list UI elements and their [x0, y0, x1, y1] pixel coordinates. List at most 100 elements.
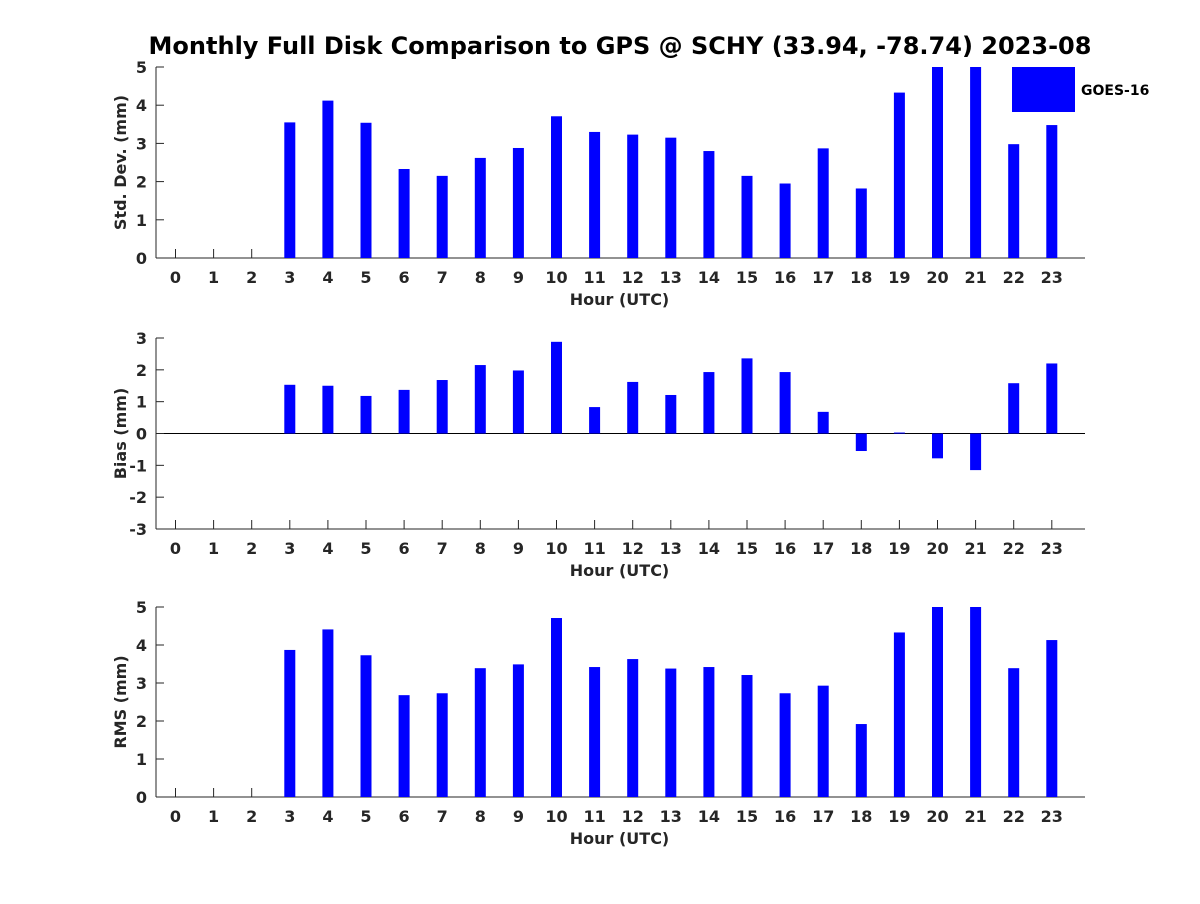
y-tick-label: -3	[129, 520, 147, 539]
bar-hour-13	[665, 668, 677, 797]
x-tick-label: 18	[850, 807, 872, 826]
bar-hour-12	[627, 134, 639, 258]
x-tick-label: 13	[660, 268, 682, 287]
x-tick-label: 6	[399, 268, 410, 287]
bar-hour-12	[627, 659, 639, 797]
bar-hour-19	[893, 632, 905, 797]
x-tick-label: 22	[1003, 268, 1025, 287]
bar-hour-3	[284, 649, 296, 797]
bar-hour-16	[779, 372, 791, 434]
legend: GOES-16	[1012, 67, 1149, 112]
bar-hour-20	[932, 607, 943, 797]
x-tick-label: 17	[812, 268, 834, 287]
y-tick-label: 1	[136, 393, 147, 412]
bar-hour-23	[1046, 640, 1058, 797]
bar-hour-13	[665, 137, 677, 258]
x-tick-label: 0	[170, 807, 181, 826]
x-tick-label: 3	[284, 268, 295, 287]
x-tick-label: 14	[698, 268, 720, 287]
x-tick-label: 10	[545, 268, 567, 287]
y-tick-label: 4	[136, 96, 147, 115]
bar-hour-22	[1008, 383, 1020, 434]
x-tick-label: 13	[660, 807, 682, 826]
x-tick-label: 17	[812, 539, 834, 558]
x-tick-label: 10	[545, 807, 567, 826]
bar-hour-15	[741, 358, 753, 434]
bar-hour-11	[589, 667, 601, 797]
y-tick-label: 5	[136, 598, 147, 617]
x-tick-label: 11	[583, 807, 605, 826]
x-tick-label: 4	[322, 268, 333, 287]
x-tick-label: 21	[964, 539, 986, 558]
x-tick-label: 21	[964, 807, 986, 826]
x-tick-label: 19	[888, 807, 910, 826]
bar-hour-9	[512, 370, 524, 434]
y-tick-label: 1	[136, 211, 147, 230]
bar-hour-10	[551, 116, 562, 258]
bar-hour-21	[970, 67, 982, 258]
x-tick-label: 22	[1003, 807, 1025, 826]
bar-hour-22	[1008, 668, 1020, 797]
y-tick-label: 0	[136, 249, 147, 268]
bar-hour-4	[322, 385, 334, 434]
bar-hour-23	[1046, 363, 1058, 434]
x-tick-label: 4	[322, 539, 333, 558]
bar-hour-17	[817, 148, 829, 258]
x-tick-label: 5	[360, 807, 371, 826]
bar-hour-18	[855, 433, 867, 452]
bar-hour-15	[741, 675, 753, 797]
y-axis-label: Bias (mm)	[111, 388, 130, 480]
x-tick-label: 16	[774, 539, 796, 558]
x-tick-label: 8	[475, 268, 486, 287]
bar-hour-9	[512, 664, 524, 797]
bar-hour-17	[817, 411, 829, 434]
y-tick-label: 2	[136, 361, 147, 380]
x-tick-label: 3	[284, 807, 295, 826]
bar-hour-20	[932, 67, 943, 258]
bar-hour-7	[436, 175, 448, 258]
x-tick-label: 12	[622, 807, 644, 826]
x-tick-label: 20	[926, 268, 948, 287]
x-tick-label: 1	[208, 539, 219, 558]
y-tick-label: 2	[136, 173, 147, 192]
x-tick-label: 7	[437, 268, 448, 287]
bar-hour-14	[703, 667, 715, 797]
x-tick-label: 10	[545, 539, 567, 558]
x-tick-label: 13	[660, 539, 682, 558]
bar-hour-8	[474, 157, 486, 258]
x-tick-label: 11	[583, 268, 605, 287]
legend-label: GOES-16	[1081, 83, 1149, 99]
x-tick-label: 23	[1041, 539, 1063, 558]
bar-hour-19	[893, 92, 905, 259]
bar-hour-6	[398, 389, 410, 434]
x-tick-label: 0	[170, 268, 181, 287]
x-tick-label: 12	[622, 539, 644, 558]
x-tick-label: 16	[774, 268, 796, 287]
bar-hour-4	[322, 629, 334, 797]
x-tick-label: 1	[208, 268, 219, 287]
x-tick-label: 4	[322, 807, 333, 826]
bar-hour-20	[932, 433, 943, 459]
x-tick-label: 6	[399, 807, 410, 826]
y-tick-label: 0	[136, 788, 147, 807]
y-tick-label: 4	[136, 636, 147, 655]
y-tick-label: 1	[136, 750, 147, 769]
bar-hour-5	[360, 395, 372, 434]
x-tick-label: 21	[964, 268, 986, 287]
x-tick-label: 2	[246, 539, 257, 558]
x-tick-label: 9	[513, 539, 524, 558]
x-tick-label: 9	[513, 268, 524, 287]
x-tick-label: 16	[774, 807, 796, 826]
x-tick-label: 15	[736, 807, 758, 826]
x-tick-label: 7	[437, 807, 448, 826]
x-tick-label: 20	[926, 539, 948, 558]
x-tick-label: 12	[622, 268, 644, 287]
x-tick-label: 7	[437, 539, 448, 558]
x-axis-label: Hour (UTC)	[570, 561, 670, 580]
x-tick-label: 3	[284, 539, 295, 558]
x-tick-label: 19	[888, 539, 910, 558]
bar-hour-16	[779, 693, 791, 797]
x-axis-label: Hour (UTC)	[570, 829, 670, 848]
bar-hour-6	[398, 168, 410, 258]
